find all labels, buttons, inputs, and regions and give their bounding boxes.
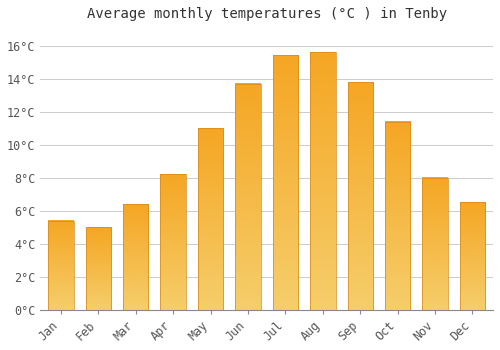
- Bar: [160, 174, 186, 310]
- Bar: [86, 227, 111, 310]
- Bar: [123, 204, 148, 310]
- Title: Average monthly temperatures (°C ) in Tenby: Average monthly temperatures (°C ) in Te…: [86, 7, 446, 21]
- Bar: [198, 128, 224, 310]
- Bar: [422, 178, 448, 310]
- Bar: [48, 220, 74, 310]
- Bar: [310, 52, 336, 310]
- Bar: [385, 121, 410, 310]
- Bar: [272, 55, 298, 310]
- Bar: [460, 202, 485, 310]
- Bar: [235, 84, 260, 310]
- Bar: [348, 82, 373, 310]
